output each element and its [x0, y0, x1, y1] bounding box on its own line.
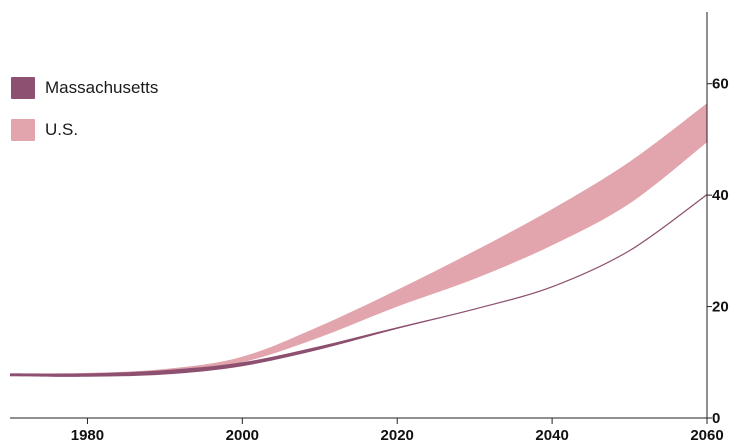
massachusetts-band-line — [9, 194, 708, 376]
legend-item-us: U.S. — [11, 118, 158, 142]
legend-swatch-massachusetts — [11, 77, 35, 99]
legend-swatch-us — [11, 119, 35, 141]
legend-label-massachusetts: Massachusetts — [45, 78, 159, 97]
x-tick-label-2060: 2060 — [690, 427, 723, 444]
massachusetts-band — [10, 194, 707, 377]
legend: Massachusetts U.S. — [11, 76, 158, 160]
massachusetts-band-group — [9, 194, 708, 377]
y-tick-label-60: 60 — [712, 76, 729, 93]
legend-item-massachusetts: Massachusetts — [11, 76, 158, 100]
y-tick-label-40: 40 — [712, 187, 729, 204]
x-tick-label-2000: 2000 — [226, 427, 259, 444]
legend-label-us: U.S. — [45, 120, 79, 139]
x-tick-label-2020: 2020 — [381, 427, 414, 444]
y-tick-label-0: 0 — [712, 410, 720, 427]
y-tick-label-20: 20 — [712, 299, 729, 316]
us-band — [10, 103, 707, 377]
x-tick-label-2040: 2040 — [535, 427, 568, 444]
x-tick-label-1980: 1980 — [71, 427, 104, 444]
